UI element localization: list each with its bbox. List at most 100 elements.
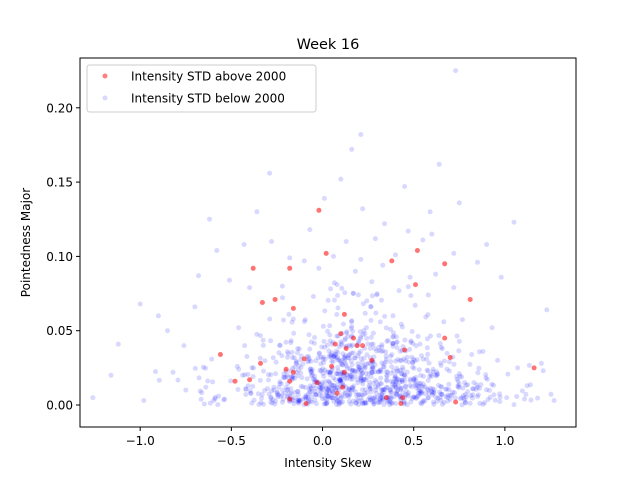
point-below-2000 xyxy=(424,345,430,351)
point-below-2000 xyxy=(369,364,375,370)
point-below-2000 xyxy=(411,376,417,382)
point-below-2000 xyxy=(283,339,289,345)
point-above-2000 xyxy=(340,384,346,390)
point-below-2000 xyxy=(439,391,445,397)
point-below-2000 xyxy=(390,340,395,346)
point-below-2000 xyxy=(367,345,373,351)
point-below-2000 xyxy=(401,356,407,362)
point-below-2000 xyxy=(480,349,486,354)
point-below-2000 xyxy=(257,377,263,383)
point-below-2000 xyxy=(254,331,260,337)
point-below-2000 xyxy=(349,368,355,374)
point-below-2000 xyxy=(398,321,404,327)
point-below-2000 xyxy=(361,377,367,383)
point-below-2000 xyxy=(349,384,355,390)
point-below-2000 xyxy=(312,335,318,340)
point-below-2000 xyxy=(482,400,488,406)
point-below-2000 xyxy=(383,356,389,362)
point-below-2000 xyxy=(457,373,463,379)
point-below-2000 xyxy=(445,398,451,404)
point-below-2000 xyxy=(414,394,420,400)
point-below-2000 xyxy=(368,317,374,323)
point-below-2000 xyxy=(394,345,400,351)
point-below-2000 xyxy=(341,359,347,364)
point-below-2000 xyxy=(431,387,437,393)
point-below-2000 xyxy=(427,209,433,215)
point-below-2000 xyxy=(297,397,303,403)
point-below-2000 xyxy=(431,401,437,407)
point-below-2000 xyxy=(346,387,352,393)
point-below-2000 xyxy=(388,395,394,401)
point-below-2000 xyxy=(328,286,334,292)
point-below-2000 xyxy=(295,346,301,352)
point-below-2000 xyxy=(366,383,372,389)
point-below-2000 xyxy=(436,382,441,388)
point-below-2000 xyxy=(342,390,348,396)
point-below-2000 xyxy=(392,374,398,380)
point-below-2000 xyxy=(328,395,334,400)
point-below-2000 xyxy=(373,384,378,390)
point-below-2000 xyxy=(312,385,318,391)
point-below-2000 xyxy=(432,372,438,378)
point-below-2000 xyxy=(170,369,176,375)
point-below-2000 xyxy=(256,402,262,407)
point-below-2000 xyxy=(293,361,299,366)
point-below-2000 xyxy=(291,389,297,395)
point-below-2000 xyxy=(354,397,360,403)
point-below-2000 xyxy=(470,392,476,398)
point-below-2000 xyxy=(425,395,431,401)
point-below-2000 xyxy=(269,239,274,244)
point-below-2000 xyxy=(444,350,450,356)
point-below-2000 xyxy=(400,364,406,370)
point-below-2000 xyxy=(424,367,430,373)
point-below-2000 xyxy=(339,358,344,364)
point-above-2000 xyxy=(250,265,256,271)
point-below-2000 xyxy=(265,372,271,378)
point-below-2000 xyxy=(355,369,361,374)
point-below-2000 xyxy=(335,354,341,360)
point-below-2000 xyxy=(282,375,288,380)
point-below-2000 xyxy=(461,395,467,401)
point-below-2000 xyxy=(329,395,335,401)
point-below-2000 xyxy=(370,380,376,386)
point-below-2000 xyxy=(359,360,365,366)
point-below-2000 xyxy=(360,392,366,398)
point-below-2000 xyxy=(322,379,328,385)
point-below-2000 xyxy=(375,382,381,388)
point-below-2000 xyxy=(401,372,407,378)
point-below-2000 xyxy=(411,376,417,382)
point-below-2000 xyxy=(463,399,468,405)
point-below-2000 xyxy=(317,388,323,393)
point-below-2000 xyxy=(216,393,222,399)
point-above-2000 xyxy=(341,311,347,317)
point-below-2000 xyxy=(363,377,369,383)
point-below-2000 xyxy=(456,371,462,377)
point-above-2000 xyxy=(287,396,293,402)
point-below-2000 xyxy=(427,373,433,379)
point-above-2000 xyxy=(232,378,238,384)
point-below-2000 xyxy=(305,395,311,400)
point-below-2000 xyxy=(398,385,404,391)
point-below-2000 xyxy=(313,401,319,407)
point-below-2000 xyxy=(307,398,313,404)
point-below-2000 xyxy=(468,393,474,399)
point-below-2000 xyxy=(331,385,337,391)
point-below-2000 xyxy=(362,387,368,393)
point-above-2000 xyxy=(247,377,253,383)
point-below-2000 xyxy=(389,400,395,406)
point-below-2000 xyxy=(454,373,460,379)
point-below-2000 xyxy=(388,396,393,402)
plot-area-frame xyxy=(79,57,577,428)
point-below-2000 xyxy=(326,369,332,375)
point-below-2000 xyxy=(438,363,444,368)
point-below-2000 xyxy=(452,395,458,401)
point-above-2000 xyxy=(290,305,296,311)
point-below-2000 xyxy=(417,391,423,397)
point-below-2000 xyxy=(371,401,377,406)
point-below-2000 xyxy=(418,372,424,378)
point-below-2000 xyxy=(309,394,314,400)
point-below-2000 xyxy=(475,384,480,390)
point-below-2000 xyxy=(273,371,279,377)
x-axis: −1.0 −0.5 0.0 0.5 1.0 xyxy=(126,427,514,448)
point-below-2000 xyxy=(303,396,309,402)
